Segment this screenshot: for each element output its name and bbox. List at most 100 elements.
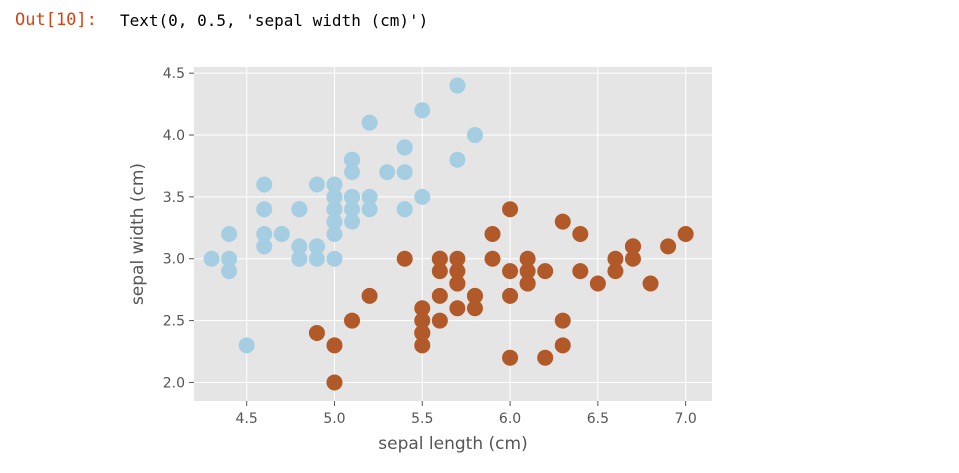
scatter-point-class-1 bbox=[396, 250, 413, 267]
scatter-point-class-1 bbox=[361, 287, 378, 304]
scatter-point-class-1 bbox=[431, 263, 448, 280]
scatter-point-class-1 bbox=[484, 226, 501, 242]
scatter-point-class-1 bbox=[484, 250, 501, 267]
x-tick-label: 7.0 bbox=[675, 411, 697, 427]
scatter-point-class-1 bbox=[554, 337, 571, 354]
scatter-point-class-0 bbox=[308, 238, 325, 255]
scatter-point-class-1 bbox=[537, 263, 554, 280]
scatter-point-class-1 bbox=[607, 263, 624, 280]
scatter-point-class-0 bbox=[326, 201, 343, 218]
scatter-point-class-0 bbox=[308, 250, 325, 267]
scatter-point-class-1 bbox=[431, 312, 448, 329]
scatter-point-class-0 bbox=[326, 188, 343, 205]
scatter-point-class-1 bbox=[449, 300, 466, 317]
scatter-point-class-1 bbox=[449, 275, 466, 292]
y-tick-label: 3.5 bbox=[163, 190, 185, 206]
scatter-point-class-1 bbox=[572, 226, 589, 242]
scatter-point-class-0 bbox=[221, 263, 238, 280]
scatter-point-class-1 bbox=[519, 263, 536, 280]
scatter-point-class-1 bbox=[449, 263, 466, 280]
y-axis-ticks: 2.0 2.5 3.0 3.5 4.0 4.5 bbox=[163, 66, 194, 391]
scatter-point-class-1 bbox=[607, 250, 624, 267]
scatter-point-class-0 bbox=[361, 188, 378, 205]
scatter-point-class-1 bbox=[326, 337, 343, 354]
scatter-point-class-1 bbox=[466, 287, 483, 304]
x-tick-label: 6.5 bbox=[587, 411, 609, 427]
scatter-point-class-0 bbox=[273, 226, 290, 242]
scatter-point-class-1 bbox=[414, 300, 431, 317]
scatter-point-class-0 bbox=[449, 151, 466, 168]
scatter-point-class-1 bbox=[624, 238, 641, 255]
y-tick-label: 3.0 bbox=[163, 252, 185, 268]
scatter-point-class-0 bbox=[326, 250, 343, 267]
x-tick-label: 6.0 bbox=[499, 411, 521, 427]
scatter-point-class-1 bbox=[624, 250, 641, 267]
scatter-point-class-0 bbox=[396, 139, 413, 156]
scatter-point-class-0 bbox=[238, 337, 255, 354]
output-prompt: Out[10]: bbox=[15, 10, 97, 30]
scatter-point-class-0 bbox=[326, 176, 343, 193]
scatter-point-class-1 bbox=[572, 263, 589, 280]
scatter-point-class-0 bbox=[344, 201, 361, 218]
scatter-point-class-1 bbox=[344, 312, 361, 329]
scatter-point-class-0 bbox=[344, 164, 361, 181]
scatter-point-class-0 bbox=[256, 176, 273, 193]
scatter-point-class-1 bbox=[554, 213, 571, 230]
scatter-point-class-0 bbox=[291, 250, 308, 267]
scatter-point-class-0 bbox=[396, 164, 413, 181]
scatter-point-class-0 bbox=[344, 151, 361, 168]
scatter-point-class-1 bbox=[642, 275, 659, 292]
scatter-point-class-0 bbox=[414, 102, 431, 119]
scatter-point-class-0 bbox=[449, 77, 466, 94]
scatter-point-class-1 bbox=[502, 287, 519, 304]
output-text: Text(0, 0.5, 'sepal width (cm)') bbox=[120, 11, 429, 30]
scatter-point-class-1 bbox=[414, 312, 431, 329]
scatter-point-class-0 bbox=[203, 250, 220, 267]
scatter-point-class-0 bbox=[326, 213, 343, 230]
y-axis-label: sepal width (cm) bbox=[128, 163, 148, 305]
y-tick-label: 4.0 bbox=[163, 128, 185, 144]
scatter-point-class-0 bbox=[344, 213, 361, 230]
scatter-point-class-1 bbox=[537, 349, 554, 366]
x-axis-ticks: 4.5 5.0 5.5 6.0 6.5 7.0 bbox=[236, 401, 697, 427]
scatter-point-class-0 bbox=[221, 250, 238, 267]
scatter-point-class-1 bbox=[519, 250, 536, 267]
scatter-point-class-0 bbox=[326, 226, 343, 242]
scatter-point-class-1 bbox=[660, 238, 677, 255]
scatter-point-class-0 bbox=[256, 201, 273, 218]
scatter-point-class-1 bbox=[502, 349, 519, 366]
x-tick-label: 5.5 bbox=[411, 411, 433, 427]
y-tick-label: 2.0 bbox=[163, 375, 185, 391]
scatter-point-class-1 bbox=[677, 226, 694, 242]
scatter-point-class-0 bbox=[414, 188, 431, 205]
x-tick-label: 5.0 bbox=[323, 411, 345, 427]
scatter-point-class-1 bbox=[502, 201, 519, 218]
scatter-point-class-1 bbox=[466, 300, 483, 317]
scatter-point-class-1 bbox=[308, 324, 325, 341]
scatter-point-class-1 bbox=[431, 250, 448, 267]
scatter-point-class-0 bbox=[291, 201, 308, 218]
scatter-point-class-1 bbox=[589, 275, 606, 292]
scatter-point-class-0 bbox=[256, 226, 273, 242]
scatter-point-class-0 bbox=[291, 238, 308, 255]
scatter-point-class-1 bbox=[414, 324, 431, 341]
scatter-point-class-0 bbox=[308, 176, 325, 193]
scatter-point-class-0 bbox=[361, 114, 378, 131]
scatter-point-class-1 bbox=[502, 263, 519, 280]
x-axis-label: sepal length (cm) bbox=[378, 434, 527, 454]
data-points bbox=[203, 77, 694, 391]
scatter-point-class-1 bbox=[414, 337, 431, 354]
scatter-point-class-0 bbox=[256, 238, 273, 255]
scatter-point-class-0 bbox=[379, 164, 396, 181]
scatter-point-class-1 bbox=[326, 374, 343, 391]
scatter-point-class-0 bbox=[466, 127, 483, 144]
scatter-point-class-1 bbox=[519, 275, 536, 292]
x-tick-label: 4.5 bbox=[236, 411, 258, 427]
scatter-point-class-1 bbox=[449, 250, 466, 267]
scatter-point-class-0 bbox=[344, 188, 361, 205]
scatter-point-class-1 bbox=[431, 287, 448, 304]
scatter-point-class-0 bbox=[396, 201, 413, 218]
scatter-point-class-1 bbox=[554, 312, 571, 329]
